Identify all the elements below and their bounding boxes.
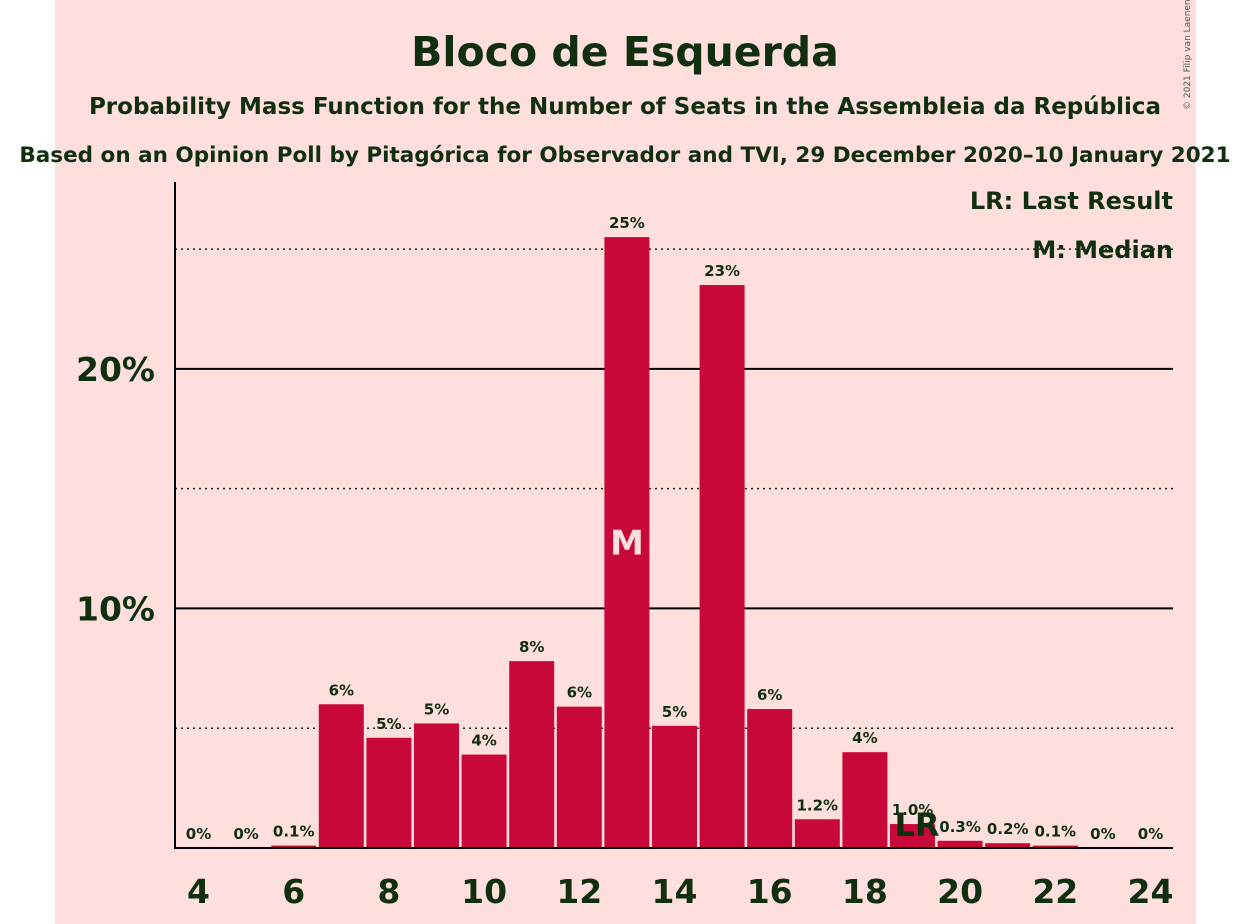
bar-7	[318, 704, 364, 848]
bar-6	[271, 845, 317, 848]
x-tick-label-10: 10	[461, 872, 507, 911]
x-tick-label-6: 6	[282, 872, 305, 911]
value-label-7: 6%	[329, 681, 354, 699]
bar-16	[747, 709, 793, 848]
bar-10	[461, 754, 507, 848]
value-label-5: 0%	[233, 825, 258, 843]
axes: 10% 20% 4 6 8 10 12 14 16 18 20 22 24	[76, 182, 1173, 911]
legend-median: M: Median	[1032, 236, 1173, 264]
x-tick-label-14: 14	[652, 872, 698, 911]
value-label-13: 25%	[609, 214, 645, 232]
value-label-24: 0%	[1138, 825, 1163, 843]
chart-title: Bloco de Esquerda	[411, 28, 839, 76]
x-tick-label-12: 12	[556, 872, 602, 911]
x-tick-label-16: 16	[747, 872, 793, 911]
bar-21	[985, 843, 1031, 848]
bar-13	[604, 237, 650, 849]
value-label-15: 23%	[704, 262, 740, 280]
y-tick-label-10: 10%	[76, 589, 155, 628]
last-result-marker: LR	[895, 806, 940, 844]
bar-22	[1032, 845, 1078, 848]
value-labels: 0% 0% 0.1% 6% 5% 5% 4% 8% 6% 25% 5% 23% 6% 1.2% 4% 1.0%…	[186, 214, 1163, 843]
x-tick-label-24: 24	[1128, 872, 1174, 911]
value-label-19: 1.0%	[892, 801, 934, 819]
x-tick-label-18: 18	[842, 872, 888, 911]
value-label-4: 0%	[186, 825, 211, 843]
value-label-6: 0.1%	[273, 823, 315, 841]
value-label-23: 0%	[1090, 825, 1115, 843]
value-label-20: 0.3%	[939, 818, 981, 836]
bar-8	[366, 737, 412, 848]
bar-9	[414, 723, 459, 848]
value-label-17: 1.2%	[796, 796, 838, 814]
value-label-11: 8%	[519, 638, 544, 656]
bar-14	[652, 725, 697, 848]
x-tick-label-8: 8	[377, 872, 400, 911]
value-label-10: 4%	[471, 732, 496, 750]
gridlines	[175, 248, 1173, 729]
chart-subtitle: Probability Mass Function for the Number…	[89, 94, 1161, 120]
markers: M LR	[610, 524, 940, 844]
value-label-16: 6%	[757, 686, 782, 704]
value-label-9: 5%	[424, 700, 449, 718]
value-label-21: 0.2%	[987, 820, 1029, 838]
value-label-12: 6%	[567, 684, 592, 702]
bars	[271, 237, 1078, 849]
copyright-credit: © 2021 Filip van Laenen	[1183, 0, 1193, 110]
x-tick-label-22: 22	[1032, 872, 1078, 911]
legend-last-result: LR: Last Result	[970, 187, 1173, 215]
bar-12	[556, 706, 602, 848]
value-label-8: 5%	[376, 715, 401, 733]
value-label-22: 0.1%	[1034, 823, 1076, 841]
bar-11	[509, 661, 555, 848]
y-tick-label-20: 20%	[76, 350, 155, 389]
bar-17	[794, 819, 840, 848]
x-tick-label-4: 4	[187, 872, 210, 911]
x-tick-label-20: 20	[937, 872, 983, 911]
bar-18	[842, 752, 888, 848]
value-label-14: 5%	[662, 703, 687, 721]
bar-20	[937, 840, 983, 848]
bar-15	[699, 285, 745, 848]
value-label-18: 4%	[852, 729, 877, 747]
chart-subtitle-poll: Based on an Opinion Poll by Pitagórica f…	[19, 143, 1230, 168]
median-marker: M	[610, 524, 644, 564]
bar-19	[890, 824, 935, 848]
